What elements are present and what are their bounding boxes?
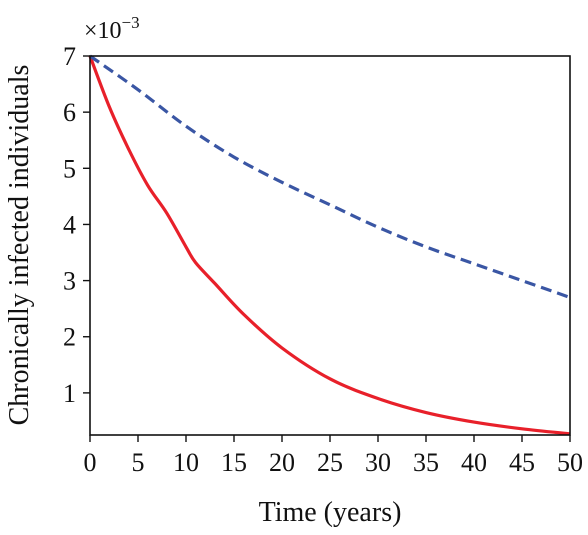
y-tick-label: 1 — [63, 379, 76, 408]
y-tick-label: 3 — [63, 267, 76, 296]
y-tick-label: 2 — [63, 323, 76, 352]
y-axis-ticks: 1 2 3 4 5 6 7 — [63, 42, 90, 408]
x-tick-label: 15 — [221, 448, 247, 477]
plot-lines — [88, 54, 571, 436]
y-axis-multiplier-base: ×10 — [84, 18, 122, 44]
x-tick-label: 25 — [317, 448, 343, 477]
series-line-solid — [88, 55, 571, 436]
y-tick-label: 6 — [63, 98, 76, 127]
x-axis-ticks: 0 5 10 15 20 25 30 35 40 45 50 — [84, 435, 583, 477]
y-tick-label: 4 — [63, 210, 76, 239]
y-axis-multiplier-exponent: −3 — [122, 13, 140, 32]
x-tick-label: 10 — [173, 448, 199, 477]
x-tick-label: 30 — [365, 448, 391, 477]
x-tick-label: 45 — [509, 448, 535, 477]
y-axis-title: Chronically infected individuals — [4, 65, 35, 426]
x-tick-label: 50 — [557, 448, 583, 477]
y-axis-multiplier: ×10−3 — [84, 13, 140, 44]
y-tick-label: 7 — [63, 42, 76, 71]
x-tick-label: 40 — [461, 448, 487, 477]
x-tick-label: 35 — [413, 448, 439, 477]
x-axis-title: Time (years) — [259, 497, 402, 528]
x-tick-label: 0 — [84, 448, 97, 477]
x-tick-label: 20 — [269, 448, 295, 477]
y-tick-label: 5 — [63, 154, 76, 183]
x-tick-label: 5 — [132, 448, 145, 477]
series-line-dashed — [89, 54, 571, 299]
